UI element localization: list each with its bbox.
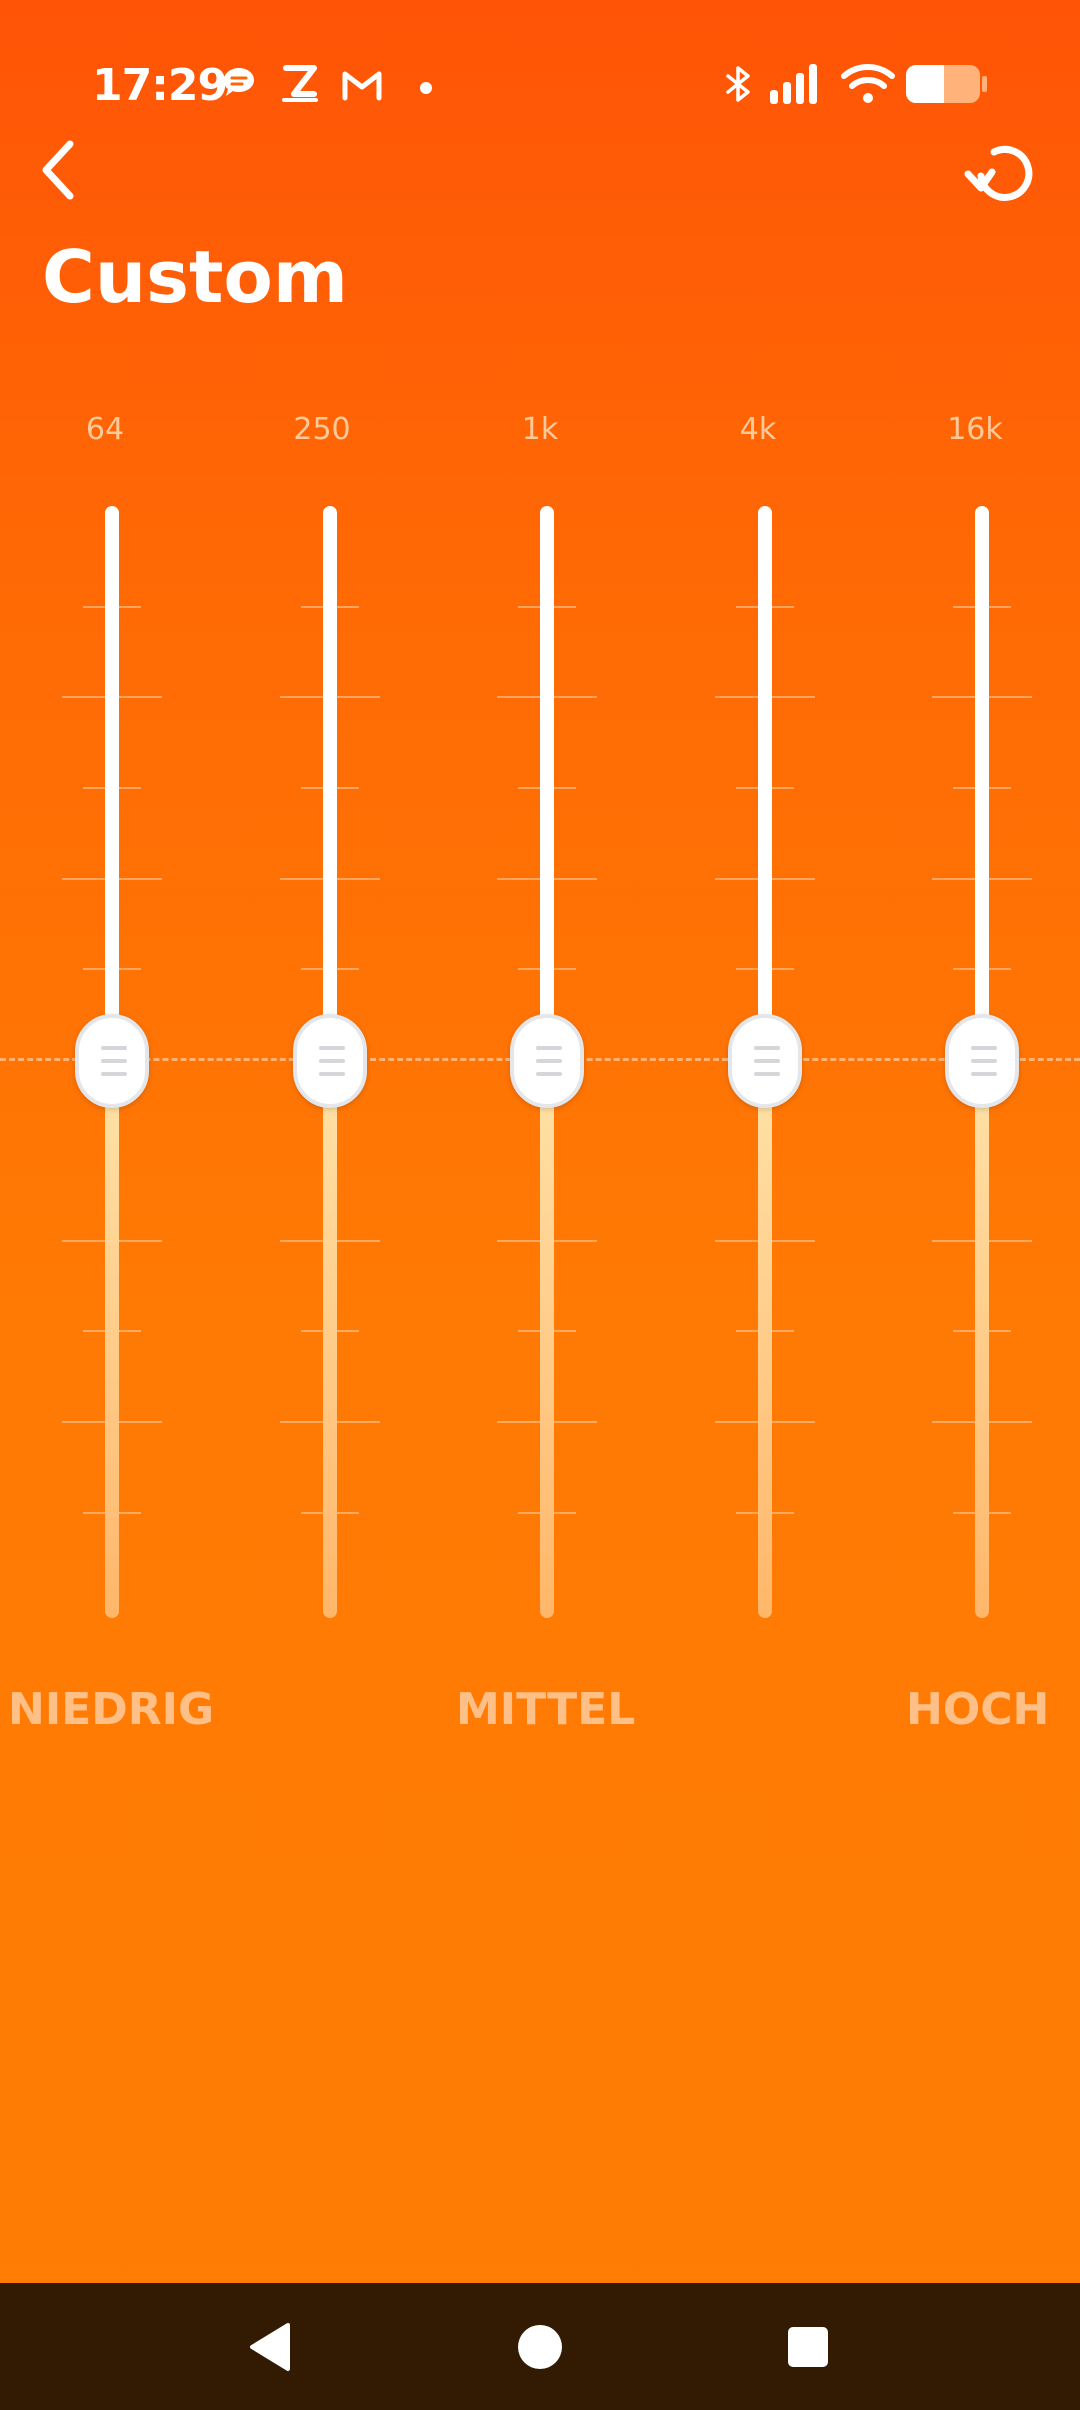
slider-track-upper — [758, 506, 772, 1058]
slider-thumb[interactable] — [75, 1014, 149, 1108]
back-button[interactable] — [30, 132, 86, 208]
equalizer: 64 250 1k 4k 16k — [0, 400, 1080, 1750]
reset-icon — [964, 145, 1033, 201]
reset-button[interactable] — [964, 134, 1038, 208]
slider-thumb[interactable] — [728, 1014, 802, 1108]
slider-track-lower — [323, 1058, 337, 1618]
slider-thumb[interactable] — [293, 1014, 367, 1108]
dot-icon — [404, 62, 448, 106]
slider-thumb[interactable] — [945, 1014, 1019, 1108]
grip-icon — [319, 1046, 345, 1076]
grip-icon — [971, 1046, 997, 1076]
battery-icon — [904, 62, 988, 106]
slider-track-upper — [105, 506, 119, 1058]
band-label-64: 64 — [85, 412, 125, 447]
back-triangle-icon — [250, 2323, 290, 2371]
bluetooth-icon — [716, 62, 760, 106]
nav-back-button[interactable] — [240, 2315, 304, 2379]
status-bar: 17:29 — [0, 0, 1080, 140]
wifi-icon — [840, 62, 896, 106]
slider-track-lower — [758, 1058, 772, 1618]
band-slider-64[interactable] — [62, 506, 162, 2012]
band-slider-1k[interactable] — [497, 506, 597, 2012]
range-label-low: NIEDRIG — [8, 1684, 215, 1735]
band-label-1k: 1k — [521, 412, 559, 447]
slider-track-lower — [105, 1058, 119, 1618]
band-label-4k: 4k — [739, 412, 777, 447]
band-label-16k: 16k — [947, 412, 1003, 447]
slider-track-upper — [975, 506, 989, 1058]
grip-icon — [536, 1046, 562, 1076]
nav-home-button[interactable] — [508, 2315, 572, 2379]
band-label-250: 250 — [293, 412, 351, 447]
range-label-high: HOCH — [906, 1684, 1050, 1735]
gmail-icon — [340, 62, 384, 106]
nav-recents-button[interactable] — [776, 2315, 840, 2379]
band-slider-4k[interactable] — [715, 506, 815, 2012]
band-slider-250[interactable] — [280, 506, 380, 2012]
recents-square-icon — [788, 2327, 828, 2367]
grip-icon — [101, 1046, 127, 1076]
status-time: 17:29 — [92, 60, 228, 111]
system-nav-bar — [0, 2283, 1080, 2410]
chat-bubble-icon — [218, 62, 262, 106]
home-circle-icon — [518, 2325, 562, 2369]
z-app-icon — [278, 62, 322, 106]
signal-icon — [768, 62, 822, 106]
band-slider-16k[interactable] — [932, 506, 1032, 2012]
grip-icon — [754, 1046, 780, 1076]
slider-track-upper — [540, 506, 554, 1058]
slider-thumb[interactable] — [510, 1014, 584, 1108]
range-label-mid: MITTEL — [456, 1684, 636, 1735]
slider-track-upper — [323, 506, 337, 1058]
slider-track-lower — [540, 1058, 554, 1618]
page-title: Custom — [42, 235, 348, 319]
chevron-left-icon — [42, 140, 74, 200]
slider-track-lower — [975, 1058, 989, 1618]
